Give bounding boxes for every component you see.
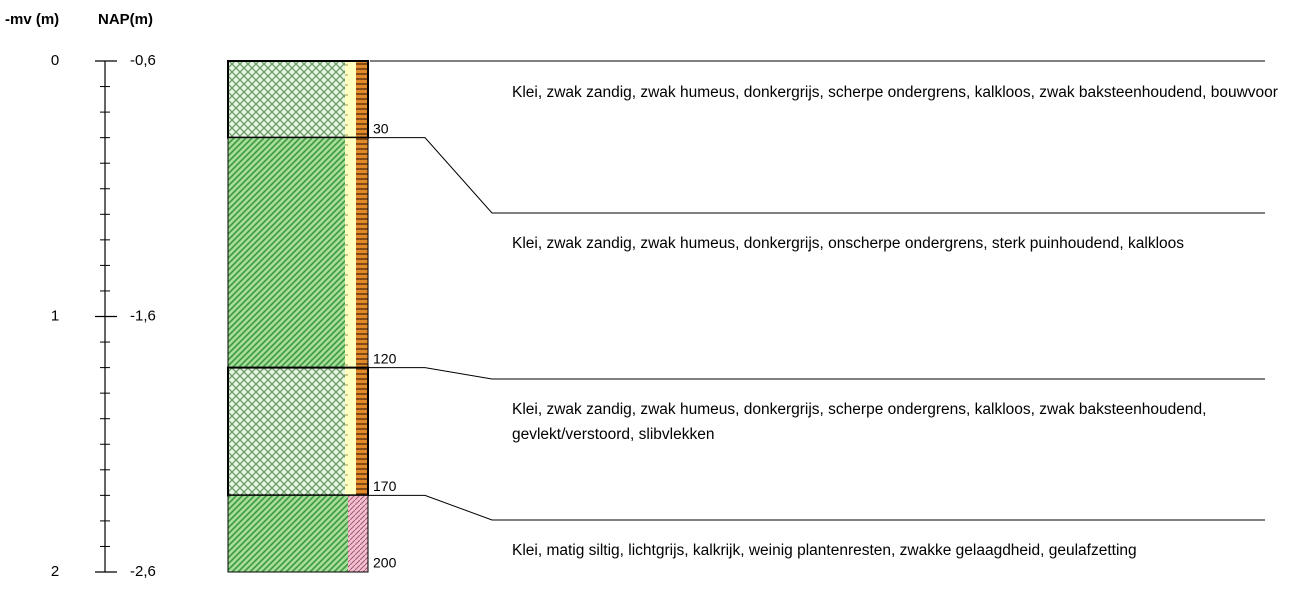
nap-label: -0,6 [130,52,156,69]
depth-label: 120 [373,350,397,366]
layer-fill [356,61,368,138]
layer-description: Klei, matig siltig, lichtgrijs, kalkrijk… [512,542,1137,559]
layer-outline [227,494,369,573]
layer-fill [348,495,368,572]
layer-description: Klei, zwak zandig, zwak humeus, donkergr… [512,401,1207,443]
mv-label: 1 [51,307,59,324]
layer-description: Klei, zwak zandig, zwak humeus, donkergr… [512,235,1185,252]
layer-fill [228,367,345,496]
layer-fill [356,367,368,496]
mv-label: 0 [51,52,59,69]
depth-label: 170 [373,478,397,494]
layer-fill [345,367,356,496]
layer-description: Klei, zwak zandig, zwak humeus, donkergr… [512,84,1278,101]
nap-label: -2,6 [130,563,156,580]
mv-header: -mv (m) [5,11,59,28]
nap-label: -1,6 [130,307,156,324]
layer-fill [228,137,345,368]
layer-fill [228,495,348,572]
layer-connector [368,367,1265,380]
layer-connector [368,494,1265,521]
depth-label: 200 [373,555,397,571]
layer-fill [228,61,345,138]
nap-header: NAP(m) [98,11,153,28]
depth-label: 30 [373,120,389,136]
layer-connector [368,137,1265,214]
layer-fill [345,137,356,368]
layer-fill [356,137,368,368]
mv-label: 2 [51,563,59,580]
layer-fill [345,61,356,138]
